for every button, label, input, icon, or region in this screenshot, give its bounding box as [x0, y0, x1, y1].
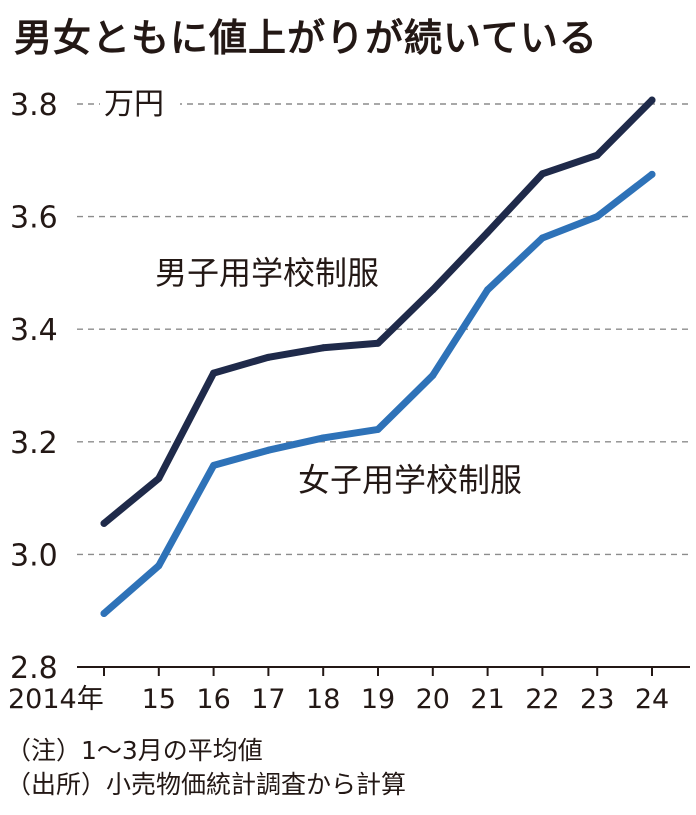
footnote: （注）1～3月の平均値: [6, 736, 263, 765]
data-point: [100, 519, 108, 527]
data-point: [155, 474, 163, 482]
unit-label: 万円: [104, 87, 164, 122]
x-tick-label: 18: [306, 684, 340, 715]
data-point: [374, 339, 382, 347]
series-line-male: [100, 96, 656, 527]
source-note: （出所）小売物価統計調査から計算: [6, 770, 407, 799]
data-point: [593, 151, 601, 159]
data-point: [429, 371, 437, 379]
y-tick-label: 3.4: [10, 313, 58, 348]
data-point: [210, 461, 218, 469]
x-tick-label: 21: [470, 684, 504, 715]
data-point: [538, 234, 546, 242]
x-tick-label: 20: [416, 684, 450, 715]
data-point: [538, 170, 546, 178]
data-point: [100, 610, 108, 618]
y-tick-label: 3.0: [10, 538, 58, 573]
x-tick-label: 19: [361, 684, 395, 715]
data-point: [484, 286, 492, 294]
data-point: [648, 170, 656, 178]
data-point: [264, 446, 272, 454]
x-tick-label: 23: [580, 684, 614, 715]
x-tick-label: 2014年: [8, 684, 104, 715]
x-tick-label: 15: [142, 684, 176, 715]
series-label-female: 女子用学校制服: [298, 461, 522, 499]
data-point: [319, 344, 327, 352]
y-tick-label: 3.8: [10, 88, 58, 123]
data-point: [648, 96, 656, 104]
data-point: [264, 353, 272, 361]
data-point: [374, 425, 382, 433]
data-point: [155, 562, 163, 570]
series-line-female: [100, 170, 656, 617]
x-tick-label: 22: [525, 684, 559, 715]
y-tick-label: 3.2: [10, 426, 58, 461]
y-tick-label: 3.6: [10, 201, 58, 236]
data-point: [429, 286, 437, 294]
data-point: [210, 369, 218, 377]
y-tick-label: 2.8: [10, 651, 58, 686]
chart-title: 男女ともに値上がりが続いている: [14, 16, 598, 60]
x-tick-label: 24: [635, 684, 669, 715]
x-tick-label: 17: [251, 684, 285, 715]
series-label-male: 男子用学校制服: [155, 254, 379, 292]
data-point: [484, 228, 492, 236]
unit-label-background: [100, 86, 180, 122]
data-point: [593, 213, 601, 221]
data-point: [319, 434, 327, 442]
x-tick-label: 16: [196, 684, 230, 715]
